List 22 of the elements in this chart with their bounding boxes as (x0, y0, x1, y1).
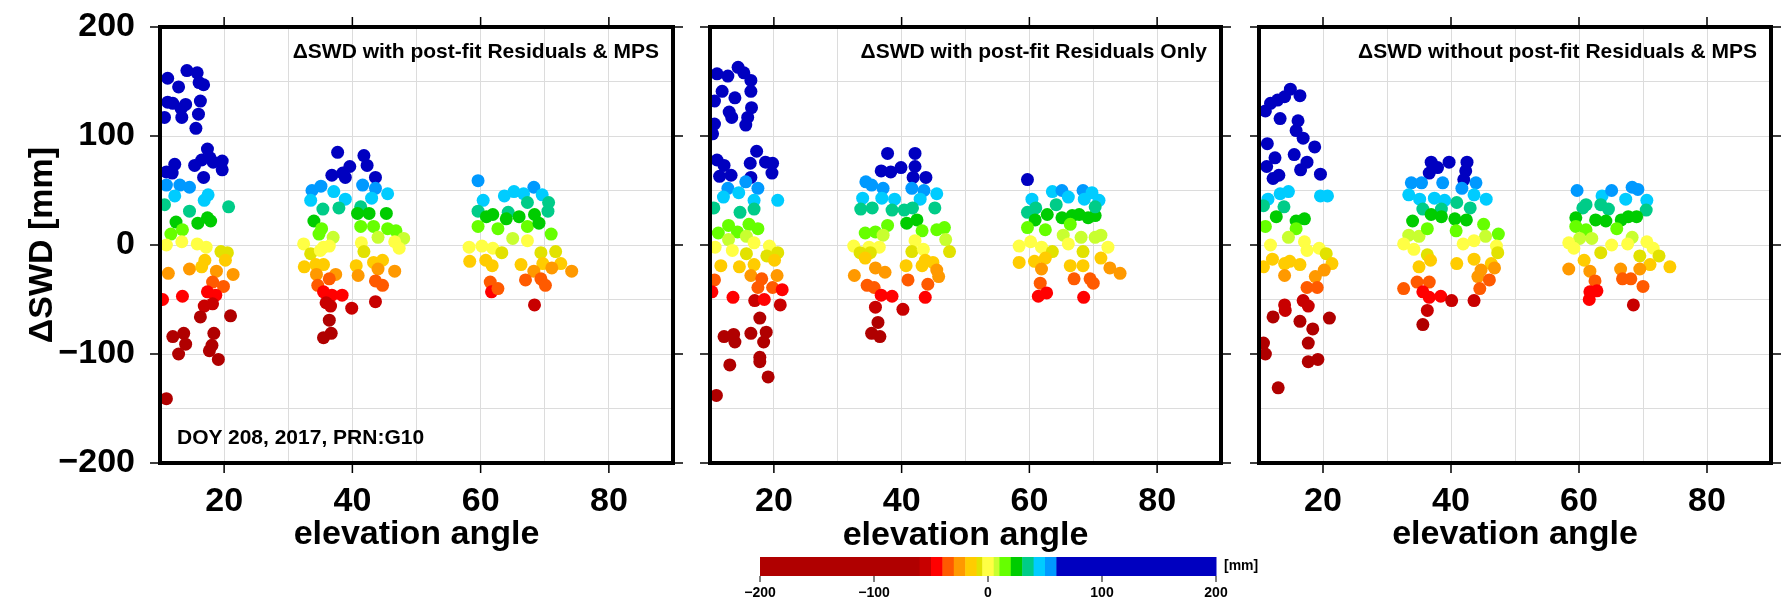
y-tick-label: 100 (78, 114, 135, 153)
y-tick-label: 200 (78, 5, 135, 44)
x-tick-label: 80 (1688, 479, 1726, 518)
x-tick-label: 20 (1304, 479, 1342, 518)
y-tick-label: −100 (58, 332, 135, 371)
x-tick-label: 80 (1138, 479, 1177, 518)
annotation: DOY 208, 2017, PRN:G10 (177, 424, 425, 448)
text: ΔSWD with post-fit Residuals & MPS (292, 38, 659, 62)
x-tick-label: 80 (589, 479, 628, 518)
color-bar-label: 100 (1090, 583, 1114, 600)
x-tick-label: 20 (205, 479, 244, 518)
color-bar-label: −200 (744, 583, 776, 600)
color-bar-label: 0 (984, 583, 993, 600)
y-tick-label: 0 (116, 223, 135, 262)
text: ΔSWD without post-fit Residuals & MPS (1358, 38, 1757, 62)
y-axis-title: ΔSWD [mm] (20, 146, 59, 344)
text: ΔSWD with post-fit Residuals Only (860, 38, 1208, 62)
color-bar-label: 200 (1204, 583, 1228, 600)
color-bar-label: −100 (858, 583, 890, 600)
y-tick-label: −200 (58, 441, 135, 480)
x-tick-label: 20 (754, 479, 793, 518)
color-bar-title: [mm] (1224, 556, 1259, 573)
